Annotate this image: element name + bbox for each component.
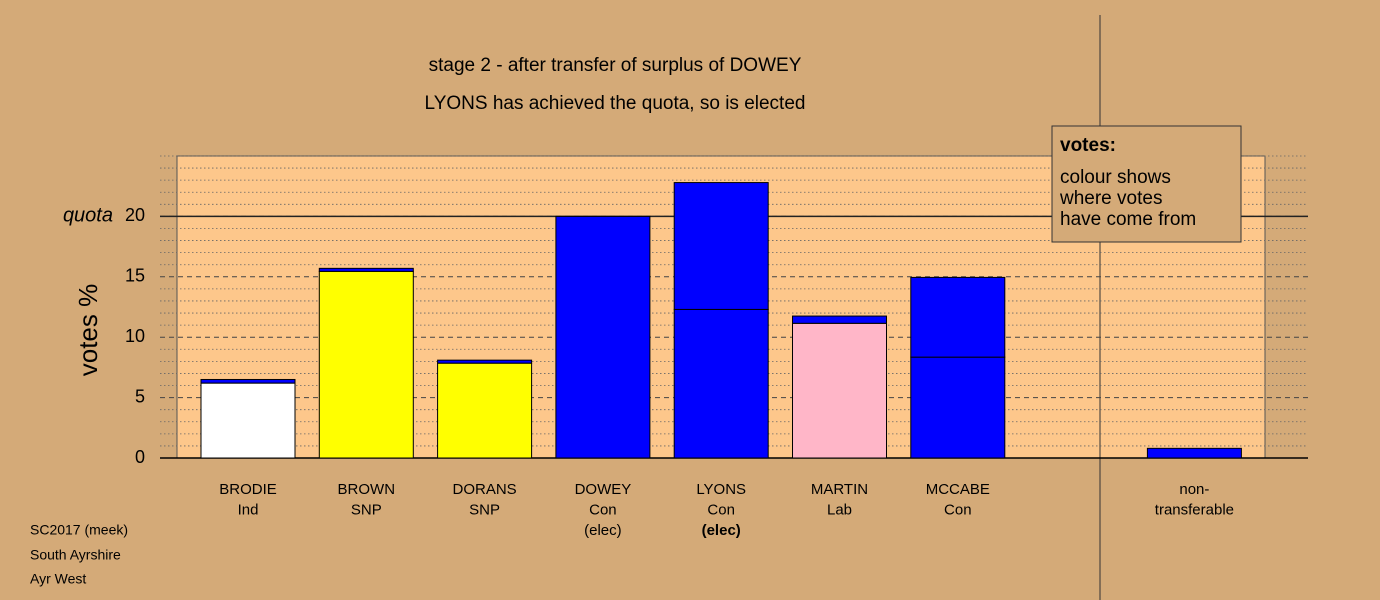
legend-text: colour shows bbox=[1060, 167, 1171, 188]
bar-segment bbox=[200, 382, 296, 459]
footer-line: SC2017 (meek) bbox=[30, 522, 128, 538]
legend-box bbox=[1051, 125, 1242, 243]
footer-line: Ayr West bbox=[30, 571, 86, 587]
bar-segment bbox=[437, 362, 533, 459]
y-axis-label: votes % bbox=[73, 284, 103, 377]
x-tick-label: Con bbox=[589, 501, 617, 518]
x-tick-label: Con bbox=[707, 501, 735, 518]
x-tick-label: BROWN bbox=[338, 481, 396, 498]
bar-segment bbox=[318, 267, 414, 272]
x-tick-label: Ind bbox=[238, 501, 259, 518]
x-tick-label: Con bbox=[944, 501, 972, 518]
chart-title: stage 2 - after transfer of surplus of D… bbox=[429, 55, 802, 76]
y-tick-label: 10 bbox=[125, 326, 145, 346]
bar-segment bbox=[792, 315, 887, 324]
x-tick-label: SNP bbox=[469, 501, 500, 518]
x-tick-label: LYONS bbox=[696, 481, 746, 498]
quota-label: quota bbox=[63, 205, 113, 227]
x-tick-label: (elec) bbox=[702, 522, 741, 539]
x-tick-label: non- bbox=[1179, 481, 1209, 498]
bar-segment bbox=[910, 276, 1006, 358]
x-tick-label: transferable bbox=[1155, 501, 1234, 518]
x-tick-label: Lab bbox=[827, 501, 852, 518]
legend-title: votes: bbox=[1060, 135, 1116, 156]
x-tick-label: MCCABE bbox=[926, 481, 990, 498]
footer-line: South Ayrshire bbox=[30, 547, 121, 563]
chart-subtitle: LYONS has achieved the quota, so is elec… bbox=[425, 93, 806, 114]
y-tick-label: 15 bbox=[125, 266, 145, 286]
y-tick-label: 0 bbox=[135, 447, 145, 467]
bar-segment bbox=[1146, 447, 1242, 459]
bar-segment bbox=[792, 322, 887, 459]
x-tick-label: (elec) bbox=[584, 522, 622, 539]
x-tick-label: DOWEY bbox=[575, 481, 632, 498]
bar-segment bbox=[200, 378, 296, 384]
legend-text: have come from bbox=[1060, 209, 1196, 230]
bar-segment bbox=[555, 215, 651, 459]
x-tick-label: DORANS bbox=[453, 481, 517, 498]
bar-segment bbox=[910, 356, 1006, 459]
bar-segment bbox=[673, 308, 769, 459]
legend-text: where votes bbox=[1059, 188, 1162, 209]
bar-segment bbox=[318, 270, 414, 459]
x-tick-label: BRODIE bbox=[219, 481, 277, 498]
bar-segment bbox=[437, 359, 533, 364]
x-tick-label: MARTIN bbox=[811, 481, 868, 498]
y-tick-label: 5 bbox=[135, 386, 145, 406]
x-tick-label: SNP bbox=[351, 501, 382, 518]
y-tick-label: 20 bbox=[125, 205, 145, 225]
bar-segment bbox=[673, 182, 769, 310]
